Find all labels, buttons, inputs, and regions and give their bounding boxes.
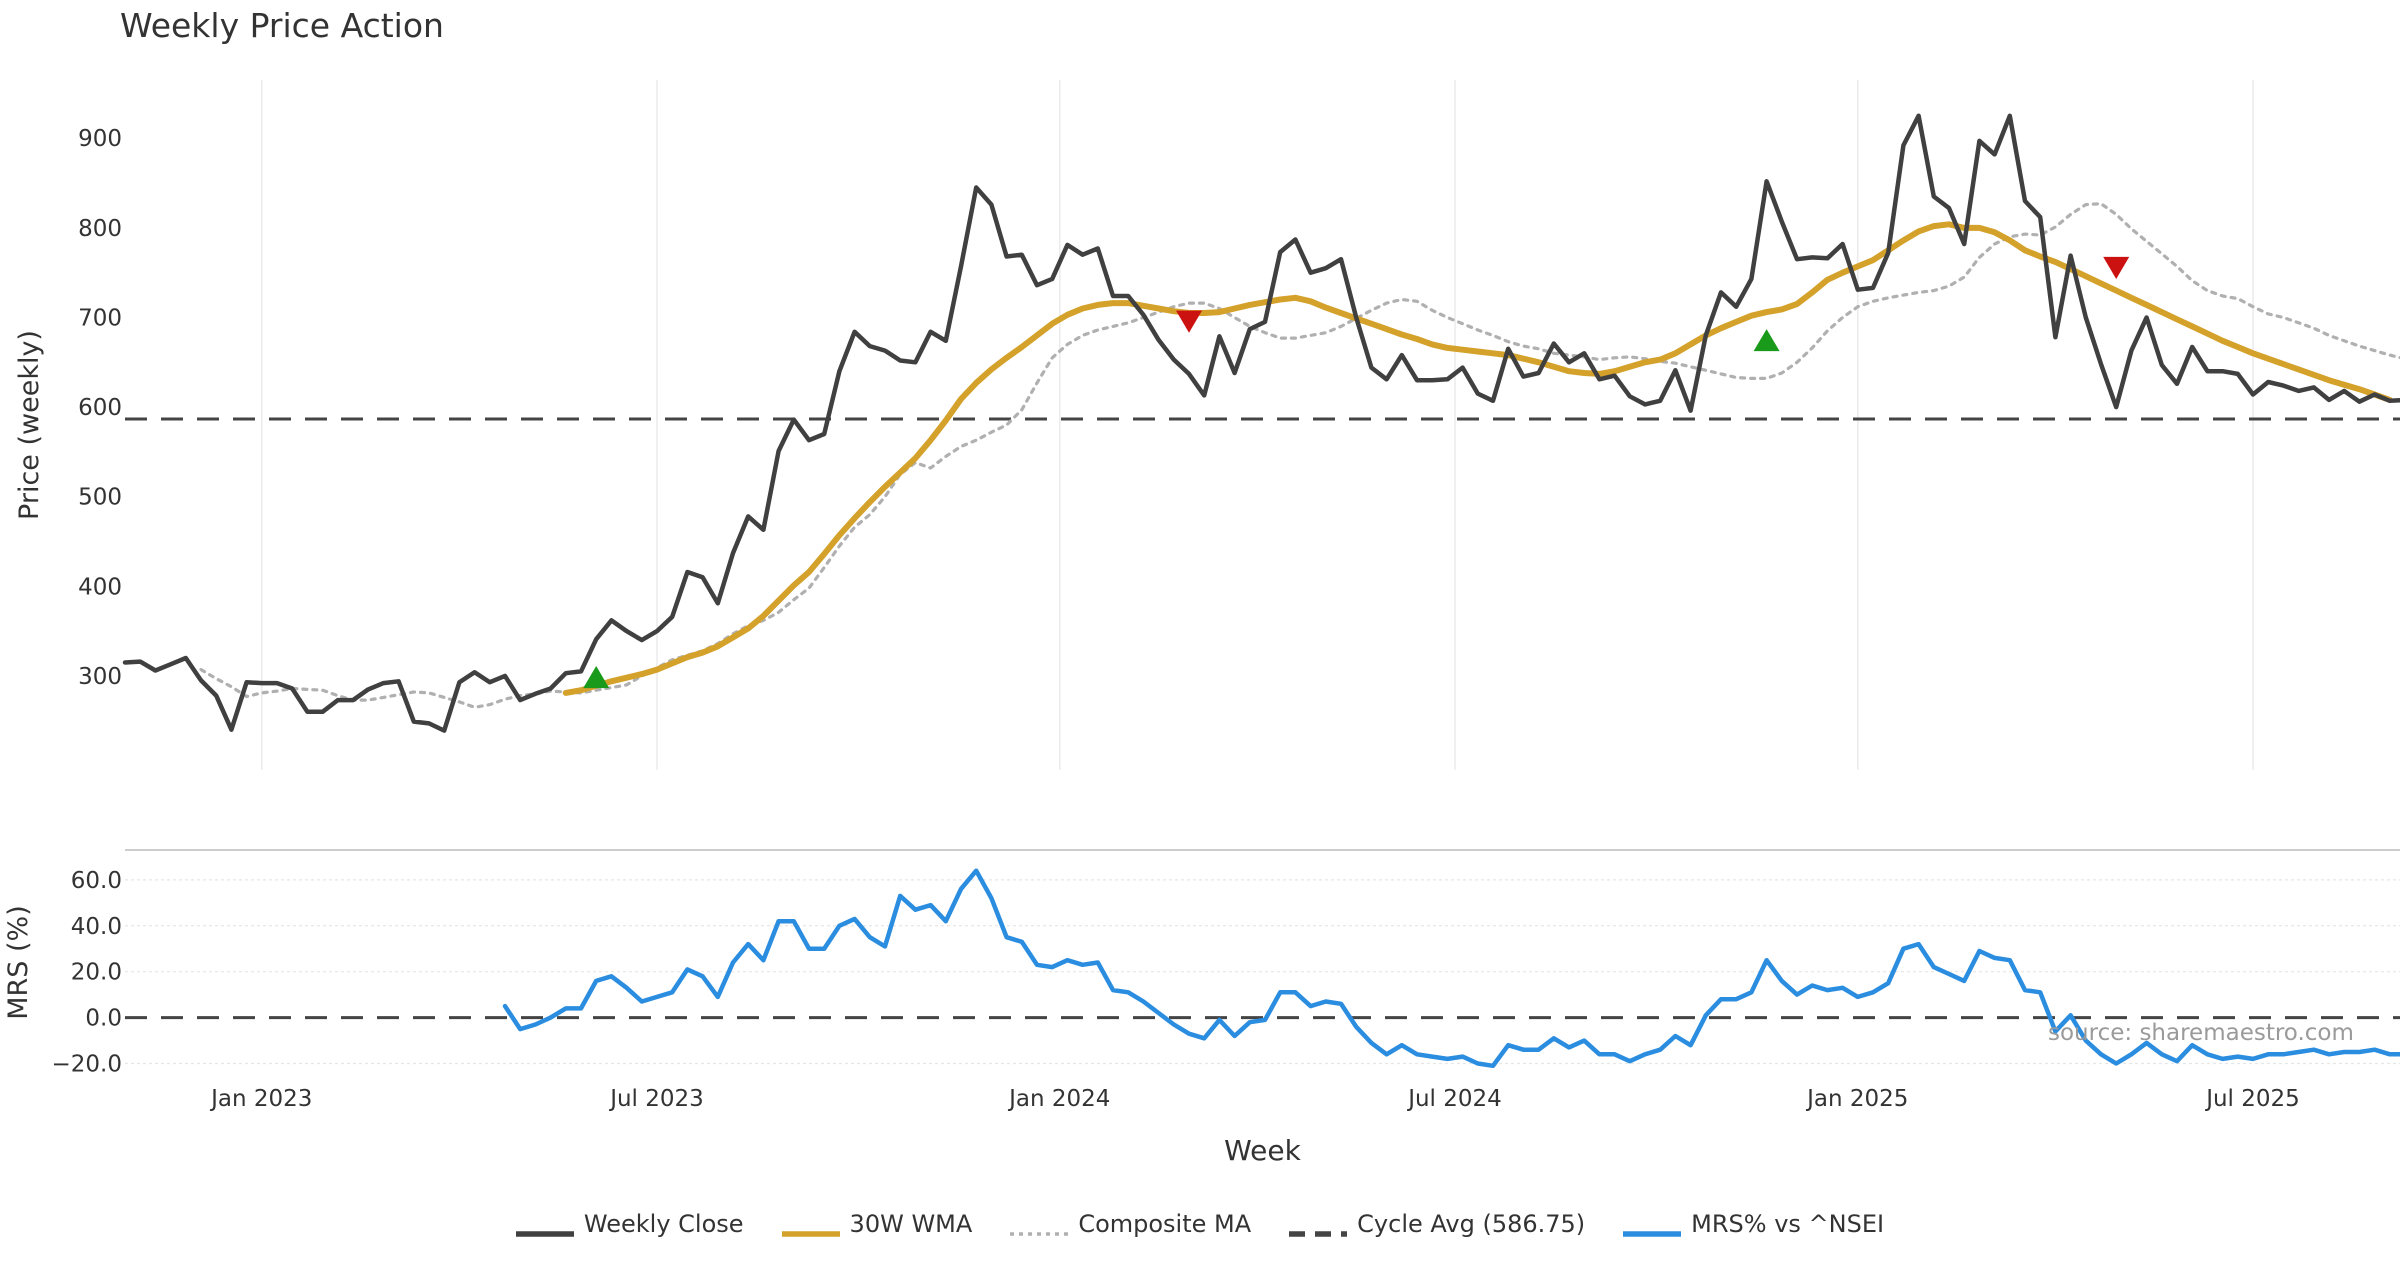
- sell-signal-marker: [1176, 310, 1202, 333]
- y-tick-label-price: 300: [78, 664, 122, 690]
- legend-label-30w-wma: 30W WMA: [849, 1210, 973, 1238]
- legend-item-weekly-close: Weekly Close: [515, 1210, 744, 1238]
- legend-label-composite-ma: Composite MA: [1078, 1210, 1252, 1238]
- legend-item-cycle-avg: Cycle Avg (586.75): [1289, 1210, 1585, 1238]
- x-tick-label: Jan 2024: [1007, 1086, 1110, 1112]
- legend-swatch-weekly-close: [515, 1218, 574, 1237]
- x-tick-label: Jul 2025: [2204, 1086, 2300, 1112]
- y-tick-label-price: 900: [78, 126, 122, 152]
- legend-swatch-graphic: [1623, 1231, 1682, 1237]
- y-tick-label-mrs: 40.0: [71, 914, 122, 940]
- buy-signal-marker: [583, 666, 610, 689]
- legend-swatch-graphic: [1010, 1232, 1069, 1236]
- series-30w-wma: [562, 221, 2393, 696]
- x-tick-label: Jul 2024: [1406, 1086, 1502, 1112]
- source-label: source: sharemaestro.com: [2048, 1020, 2354, 1046]
- series-composite-ma: [199, 202, 2400, 709]
- legend-item-30w-wma: 30W WMA: [781, 1210, 973, 1238]
- x-axis-label: Week: [1224, 1134, 1301, 1167]
- y-tick-label-mrs: 0.0: [85, 1006, 122, 1032]
- y-tick-label-price: 400: [78, 574, 122, 600]
- buy-signal-marker: [1753, 329, 1780, 352]
- y-tick-label-price: 800: [78, 216, 122, 242]
- y-tick-label-mrs: 20.0: [71, 960, 122, 986]
- legend-label-cycle-avg: Cycle Avg (586.75): [1357, 1210, 1586, 1238]
- sell-signal-marker: [2103, 256, 2130, 279]
- legend-swatch-30w-wma: [781, 1218, 840, 1237]
- y-tick-label-price: 700: [78, 305, 122, 331]
- legend-label-mrs: MRS% vs ^NSEI: [1691, 1210, 1885, 1238]
- legend-label-weekly-close: Weekly Close: [583, 1210, 744, 1238]
- x-tick-label: Jul 2023: [608, 1086, 704, 1112]
- y-tick-label-mrs: −20.0: [52, 1052, 122, 1078]
- legend-item-mrs: MRS% vs ^NSEI: [1623, 1210, 1884, 1238]
- x-tick-label: Jan 2025: [1805, 1086, 1908, 1112]
- legend-item-composite-ma: Composite MA: [1010, 1210, 1251, 1238]
- legend-swatch-graphic: [1289, 1231, 1348, 1237]
- legend-swatch-graphic: [781, 1231, 840, 1237]
- y-tick-label-mrs: 60.0: [71, 868, 122, 894]
- series-weekly-close: [122, 113, 2400, 733]
- legend-swatch-cycle-avg: [1289, 1218, 1348, 1237]
- legend-swatch-graphic: [515, 1231, 574, 1237]
- y-axis-label-price: Price (weekly): [14, 330, 45, 520]
- legend-swatch-composite-ma: [1010, 1218, 1069, 1236]
- legend-swatch-mrs: [1623, 1218, 1682, 1237]
- y-tick-label-price: 500: [78, 485, 122, 511]
- x-tick-label: Jan 2023: [209, 1086, 312, 1112]
- y-axis-label-mrs: MRS (%): [3, 905, 34, 1020]
- chart-title: Weekly Price Action: [120, 6, 444, 45]
- legend: Weekly Close 30W WMA Composite MA Cycle …: [0, 1210, 2400, 1238]
- y-tick-label-price: 600: [78, 395, 122, 421]
- series-mrs: [502, 868, 2400, 1069]
